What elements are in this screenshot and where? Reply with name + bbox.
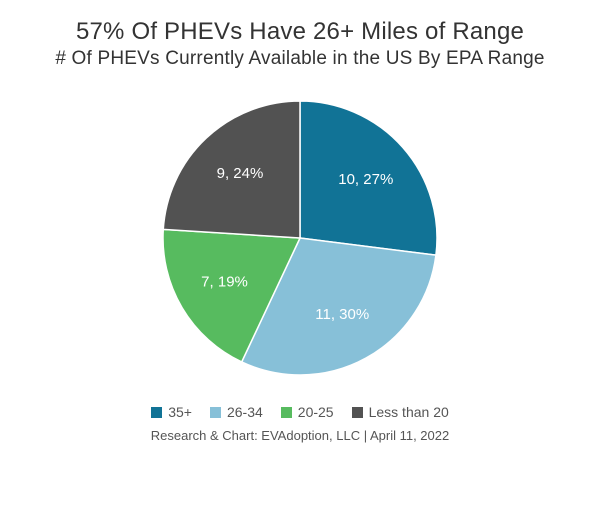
chart-page: 57% Of PHEVs Have 26+ Miles of Range # O… [0,0,600,508]
credit-line: Research & Chart: EVAdoption, LLC | Apri… [0,428,600,443]
legend: 35+ 26-34 20-25 Less than 20 [0,404,600,420]
pie-slice-label: 9, 24% [217,165,264,182]
legend-label: 26-34 [227,404,263,420]
chart-subtitle: # Of PHEVs Currently Available in the US… [0,46,600,70]
pie-slice-label: 11, 30% [315,306,369,323]
legend-swatch [352,407,363,418]
legend-swatch [210,407,221,418]
legend-item: 20-25 [281,404,334,420]
pie-slice-label: 7, 19% [201,274,248,291]
legend-label: 35+ [168,404,192,420]
legend-item: 35+ [151,404,192,420]
legend-swatch [151,407,162,418]
legend-label: Less than 20 [369,404,449,420]
pie-svg: 10, 27% 11, 30% 7, 19% 9, 24% [0,88,600,388]
legend-swatch [281,407,292,418]
legend-label: 20-25 [298,404,334,420]
pie-slice-label: 10, 27% [338,171,393,188]
pie-chart: 10, 27% 11, 30% 7, 19% 9, 24% [0,88,600,388]
legend-item: Less than 20 [352,404,449,420]
chart-title: 57% Of PHEVs Have 26+ Miles of Range [0,0,600,46]
legend-item: 26-34 [210,404,263,420]
